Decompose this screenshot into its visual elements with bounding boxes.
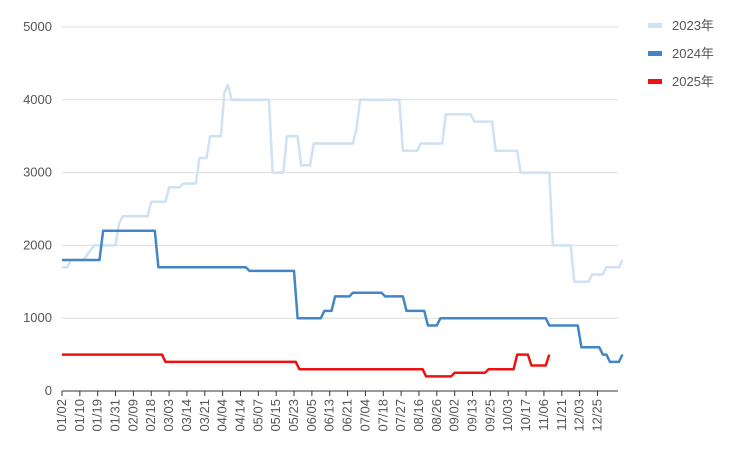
x-tick-label: 11/21 bbox=[554, 399, 569, 431]
legend-label-1: 2023年 bbox=[672, 18, 714, 33]
x-tick-label: 07/27 bbox=[393, 399, 408, 432]
legend-label-2: 2024年 bbox=[672, 46, 714, 61]
y-tick-label: 0 bbox=[45, 383, 52, 398]
x-tick-label: 03/03 bbox=[161, 399, 176, 432]
x-tick-label: 06/13 bbox=[322, 399, 337, 432]
x-tick-label: 03/21 bbox=[197, 399, 212, 432]
x-tick-label: 10/03 bbox=[500, 399, 515, 432]
x-tick-label: 01/31 bbox=[108, 399, 123, 432]
x-tick-label: 02/09 bbox=[125, 399, 140, 432]
x-tick-label: 12/03 bbox=[572, 399, 587, 432]
y-tick-label: 5000 bbox=[23, 19, 52, 34]
x-tick-label: 09/02 bbox=[447, 399, 462, 432]
x-tick-label: 10/17 bbox=[518, 399, 533, 432]
legend-swatch-3 bbox=[648, 79, 662, 84]
legend-swatch-1 bbox=[648, 23, 662, 28]
y-tick-label: 3000 bbox=[23, 165, 52, 180]
x-tick-label: 07/04 bbox=[357, 399, 372, 432]
x-tick-label: 06/21 bbox=[340, 399, 355, 432]
x-tick-label: 01/10 bbox=[72, 399, 87, 432]
legend-swatch-2 bbox=[648, 51, 662, 56]
x-tick-label: 08/16 bbox=[411, 399, 426, 432]
x-tick-label: 01/02 bbox=[54, 399, 69, 432]
x-tick-label: 05/23 bbox=[286, 399, 301, 432]
x-tick-label: 03/14 bbox=[179, 399, 194, 432]
y-tick-label: 1000 bbox=[23, 310, 52, 325]
x-tick-label: 12/25 bbox=[589, 399, 604, 432]
series-line-1 bbox=[62, 83, 624, 284]
x-tick-label: 04/14 bbox=[232, 399, 247, 432]
x-tick-label: 09/25 bbox=[482, 399, 497, 432]
series-line-3 bbox=[62, 353, 551, 378]
x-tick-label: 06/05 bbox=[304, 399, 319, 432]
x-tick-label: 04/04 bbox=[215, 399, 230, 432]
x-tick-label: 02/18 bbox=[143, 399, 158, 432]
series-line-2 bbox=[62, 229, 624, 364]
y-tick-label: 2000 bbox=[23, 237, 52, 252]
x-tick-label: 08/26 bbox=[429, 399, 444, 432]
y-tick-label: 4000 bbox=[23, 92, 52, 107]
x-tick-label: 01/19 bbox=[90, 399, 105, 432]
x-tick-label: 05/15 bbox=[268, 399, 283, 432]
x-tick-label: 09/13 bbox=[465, 399, 480, 432]
x-tick-label: 05/07 bbox=[250, 399, 265, 432]
legend-label-3: 2025年 bbox=[672, 74, 714, 89]
x-tick-label: 07/18 bbox=[375, 399, 390, 432]
x-tick-label: 11/06 bbox=[536, 399, 551, 431]
